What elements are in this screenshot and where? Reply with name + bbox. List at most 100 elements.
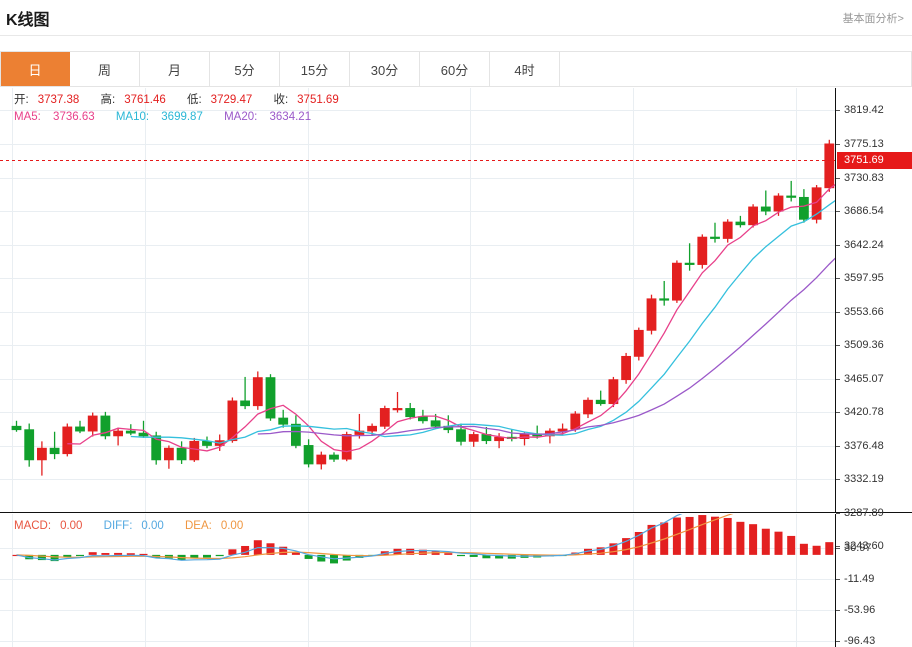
period-tabbar: 日 周 月 5分 15分 30分 60分 4时 bbox=[0, 51, 912, 87]
candlestick bbox=[24, 423, 35, 467]
tab-60min[interactable]: 60分 bbox=[420, 52, 490, 86]
macd-plot-area[interactable] bbox=[0, 514, 836, 647]
macd-bar bbox=[406, 548, 415, 555]
candlestick bbox=[468, 431, 479, 447]
macd-bar bbox=[215, 554, 224, 557]
macd-tick: -96.43 bbox=[836, 634, 875, 647]
macd-bar bbox=[101, 553, 110, 555]
candlestick-svg bbox=[0, 88, 835, 512]
macd-bar bbox=[787, 535, 796, 555]
macd-bar bbox=[698, 515, 707, 555]
candlestick bbox=[75, 420, 85, 434]
candlestick bbox=[11, 420, 22, 432]
candlestick bbox=[633, 327, 644, 361]
macd-tick: 30.97 bbox=[836, 541, 872, 555]
macd-bar bbox=[444, 553, 453, 555]
candlestick bbox=[735, 215, 746, 228]
macd-bar bbox=[495, 554, 504, 559]
price-panel: 3819.42 3775.13 3730.83 3686.54 3642.24 3597.… bbox=[0, 88, 912, 552]
macd-bar bbox=[279, 546, 288, 555]
tab-day[interactable]: 日 bbox=[0, 52, 70, 86]
macd-bar bbox=[736, 521, 745, 555]
candlestick bbox=[748, 204, 758, 228]
price-plot-area[interactable] bbox=[0, 88, 836, 512]
candlestick bbox=[646, 294, 657, 335]
macd-bar bbox=[799, 543, 808, 555]
tab-month[interactable]: 月 bbox=[140, 52, 210, 86]
candlestick bbox=[786, 180, 797, 202]
candlestick bbox=[722, 219, 733, 243]
macd-bar bbox=[190, 554, 199, 559]
fundamental-analysis-link[interactable]: 基本面分析> bbox=[842, 12, 904, 25]
macd-bar bbox=[126, 553, 135, 555]
candlestick bbox=[189, 437, 200, 462]
candlestick bbox=[240, 376, 251, 410]
candlestick bbox=[811, 185, 822, 224]
tab-week[interactable]: 周 bbox=[70, 52, 140, 86]
macd-line bbox=[16, 514, 683, 561]
macd-bar bbox=[507, 554, 516, 559]
price-tick: 3642.24 bbox=[836, 238, 884, 252]
price-tick: 3775.13 bbox=[836, 137, 884, 151]
tab-5min[interactable]: 5分 bbox=[210, 52, 280, 86]
tabbar-filler bbox=[560, 52, 912, 86]
macd-bar bbox=[672, 517, 681, 555]
macd-bar bbox=[418, 549, 427, 555]
price-tick: 3553.66 bbox=[836, 305, 884, 319]
macd-bar bbox=[596, 547, 605, 555]
macd-bar bbox=[203, 554, 211, 558]
price-tick: 3287.89 bbox=[836, 506, 884, 520]
macd-bar bbox=[685, 516, 694, 555]
candlestick bbox=[595, 390, 606, 406]
current-price-badge: 3751.69 bbox=[837, 152, 912, 169]
macd-bar bbox=[317, 554, 326, 562]
macd-bar bbox=[825, 542, 834, 555]
macd-bar bbox=[749, 524, 758, 555]
candlestick bbox=[379, 405, 390, 430]
macd-tick: -11.49 bbox=[836, 572, 874, 586]
tab-30min[interactable]: 30分 bbox=[350, 52, 420, 86]
macd-bar bbox=[482, 554, 491, 559]
macd-bar bbox=[812, 545, 821, 555]
macd-bar bbox=[114, 552, 123, 555]
macd-bar bbox=[139, 553, 148, 556]
candlestick bbox=[684, 243, 695, 271]
macd-bar bbox=[37, 554, 46, 561]
candlestick bbox=[329, 452, 339, 462]
macd-tick: -53.96 bbox=[836, 603, 875, 617]
tab-15min[interactable]: 15分 bbox=[280, 52, 350, 86]
candlestick bbox=[252, 371, 263, 410]
macd-bar bbox=[469, 554, 478, 557]
macd-bar bbox=[241, 545, 250, 555]
page-title: K线图 bbox=[6, 11, 50, 29]
ma-line bbox=[257, 257, 835, 437]
macd-bar bbox=[304, 554, 313, 559]
price-tick: 3376.48 bbox=[836, 439, 884, 453]
price-tick: 3509.36 bbox=[836, 338, 884, 352]
price-tick: 3686.54 bbox=[836, 204, 884, 218]
macd-bar bbox=[723, 517, 732, 555]
macd-bar bbox=[355, 554, 364, 558]
candlestick bbox=[341, 431, 352, 462]
candlestick bbox=[62, 423, 73, 457]
candlestick bbox=[138, 420, 149, 438]
candlestick bbox=[621, 352, 631, 384]
macd-panel: 30.97 -11.49 -53.96 -96.43 MACD: 0.00 DIFF: 0… bbox=[0, 514, 912, 647]
candlestick bbox=[316, 451, 327, 470]
candlestick bbox=[278, 409, 289, 428]
price-axis: 3819.42 3775.13 3730.83 3686.54 3642.24 3597.… bbox=[836, 88, 912, 552]
candlestick bbox=[608, 376, 619, 408]
candlestick bbox=[405, 402, 416, 420]
macd-bar bbox=[266, 543, 275, 555]
price-tick: 3597.95 bbox=[836, 271, 884, 285]
page-header: K线图 基本面分析> bbox=[0, 0, 912, 36]
macd-bar bbox=[774, 531, 783, 555]
candlestick bbox=[392, 392, 403, 413]
candlestick bbox=[697, 234, 708, 269]
price-tick: 3420.78 bbox=[836, 405, 884, 419]
macd-bar bbox=[584, 548, 592, 555]
candlestick bbox=[583, 397, 593, 419]
tab-4hour[interactable]: 4时 bbox=[490, 52, 560, 86]
macd-bar bbox=[291, 552, 300, 555]
